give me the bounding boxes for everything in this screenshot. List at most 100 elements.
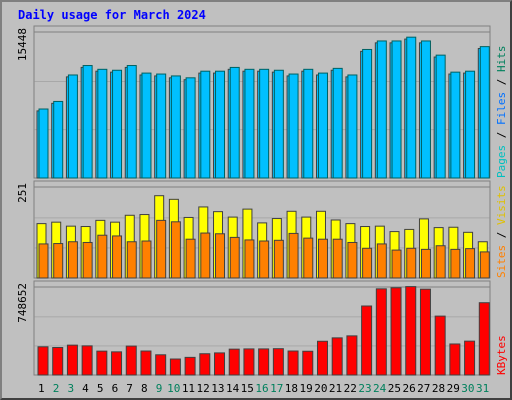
x-tick-label: 26 <box>402 382 415 395</box>
bar-kbytes-29 <box>449 343 461 376</box>
hits_panel: 15448 Pages / Files / Hits <box>16 25 508 179</box>
axis-max-label: 251 <box>16 183 29 203</box>
x-tick-label: 31 <box>476 382 489 395</box>
x-tick-label: 16 <box>255 382 268 395</box>
bar-kbytes-18 <box>287 350 299 376</box>
bar-kbytes-17 <box>272 348 284 376</box>
bar-hits-27 <box>420 40 431 179</box>
bar-hits-23 <box>362 48 373 179</box>
bar-sites-30 <box>465 248 476 279</box>
bar-kbytes-19 <box>302 350 314 376</box>
axis-max-label: 15448 <box>16 28 29 61</box>
bar-kbytes-16 <box>258 348 270 376</box>
bar-sites-15 <box>244 239 255 279</box>
axis-max-label: 748652 <box>16 283 29 323</box>
bar-sites-21 <box>332 238 343 279</box>
bar-kbytes-20 <box>316 340 328 376</box>
bar-sites-17 <box>273 239 284 279</box>
legend-separator: / <box>495 225 508 245</box>
kbytes_panel: 748652 KBytes <box>16 280 508 376</box>
bar-kbytes-27 <box>419 288 431 376</box>
bar-hits-10 <box>170 75 181 179</box>
bar-hits-18 <box>288 73 299 179</box>
bar-sites-14 <box>229 236 240 279</box>
bar-kbytes-5 <box>96 350 108 376</box>
bar-sites-23 <box>362 247 373 279</box>
x-tick-label: 19 <box>300 382 313 395</box>
bar-sites-26 <box>406 247 417 279</box>
legend: KBytes <box>495 335 508 375</box>
bar-sites-3 <box>67 241 78 279</box>
bar-kbytes-15 <box>243 348 255 376</box>
bar-sites-29 <box>450 248 461 279</box>
x-tick-label: 10 <box>167 382 180 395</box>
bar-kbytes-30 <box>464 340 476 376</box>
x-tick-label: 21 <box>329 382 342 395</box>
x-tick-label: 14 <box>226 382 240 395</box>
bar-hits-25 <box>391 40 402 179</box>
bar-kbytes-10 <box>169 358 181 376</box>
bar-sites-4 <box>82 241 93 279</box>
x-tick-label: 1 <box>38 382 45 395</box>
bar-sites-13 <box>215 233 226 279</box>
bar-hits-11 <box>185 77 196 179</box>
bar-hits-1 <box>38 108 49 179</box>
legend-kbytes: KBytes <box>495 335 508 375</box>
x-tick-label: 4 <box>82 382 89 395</box>
bar-kbytes-9 <box>155 354 167 376</box>
legend-hits: Hits <box>495 46 508 73</box>
bar-sites-12 <box>200 232 211 279</box>
bar-hits-17 <box>273 69 284 179</box>
bar-kbytes-22 <box>346 335 358 376</box>
bar-hits-30 <box>465 70 476 179</box>
bar-hits-7 <box>126 65 137 179</box>
bar-hits-8 <box>141 72 152 179</box>
bar-hits-19 <box>303 68 314 179</box>
bar-sites-16 <box>259 240 270 279</box>
x-tick-label: 29 <box>447 382 460 395</box>
bar-kbytes-11 <box>184 356 196 376</box>
bar-sites-11 <box>185 238 196 279</box>
legend-files: Files <box>495 92 508 125</box>
x-tick-label: 17 <box>270 382 283 395</box>
x-tick-label: 12 <box>197 382 210 395</box>
bar-hits-24 <box>376 40 387 179</box>
x-tick-label: 30 <box>461 382 474 395</box>
bar-sites-19 <box>303 237 314 279</box>
x-tick-label: 18 <box>285 382 298 395</box>
bar-hits-13 <box>215 70 226 179</box>
bar-hits-9 <box>156 73 167 179</box>
chart-title: Daily usage for March 2024 <box>18 8 206 22</box>
x-tick-label: 20 <box>314 382 327 395</box>
bar-kbytes-4 <box>81 345 93 376</box>
x-tick-label: 6 <box>112 382 119 395</box>
bar-kbytes-2 <box>52 346 64 376</box>
bar-hits-12 <box>200 70 211 179</box>
bar-hits-21 <box>332 67 343 179</box>
legend-sites: Sites <box>495 245 508 278</box>
bar-sites-24 <box>376 243 387 279</box>
x-tick-label: 15 <box>241 382 254 395</box>
bar-sites-8 <box>141 240 152 279</box>
bar-kbytes-7 <box>125 345 137 376</box>
bar-hits-31 <box>479 46 490 179</box>
legend-separator: / <box>495 72 508 92</box>
bar-sites-5 <box>97 234 108 279</box>
bar-sites-10 <box>170 221 181 279</box>
bar-kbytes-12 <box>199 353 211 376</box>
x-tick-label: 11 <box>182 382 195 395</box>
bar-sites-20 <box>317 238 328 279</box>
bar-hits-5 <box>97 68 108 179</box>
legend-visits: Visits <box>495 185 508 225</box>
bar-sites-9 <box>156 219 167 279</box>
legend-pages: Pages <box>495 145 508 178</box>
x-tick-label: 8 <box>141 382 148 395</box>
bar-sites-1 <box>38 243 49 279</box>
bar-sites-6 <box>112 235 123 279</box>
bar-sites-18 <box>288 232 299 279</box>
bar-kbytes-6 <box>111 351 123 376</box>
legend: Sites / Visits <box>495 185 508 278</box>
x-tick-label: 9 <box>156 382 163 395</box>
x-tick-label: 2 <box>53 382 60 395</box>
